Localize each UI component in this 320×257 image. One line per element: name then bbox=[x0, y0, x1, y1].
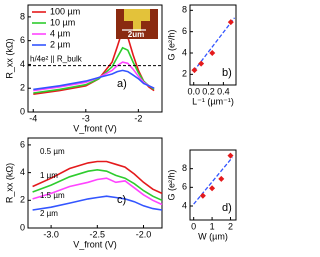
data-point bbox=[227, 19, 234, 26]
x-tick-label: -2.5 bbox=[90, 229, 106, 239]
x-tick-label: 0.4 bbox=[217, 86, 230, 96]
series-line bbox=[32, 177, 163, 206]
y-tick-label: 0 bbox=[20, 106, 25, 116]
panel-label: d) bbox=[222, 202, 232, 214]
y-tick-label: 8 bbox=[182, 5, 187, 15]
data-point bbox=[218, 175, 225, 182]
y-axis-label: G (e²/h) bbox=[166, 169, 176, 200]
data-point bbox=[209, 50, 216, 56]
y-axis-label: R_xx (kΩ) bbox=[4, 163, 14, 203]
series-label: 1.5 µm bbox=[40, 191, 65, 200]
x-tick-label: -3 bbox=[82, 113, 90, 123]
x-axis-label: V_front (V) bbox=[73, 123, 117, 133]
y-axis-label: R_xx (kΩ) bbox=[4, 38, 14, 78]
data-point bbox=[199, 192, 206, 199]
x-tick-label: 1 bbox=[210, 221, 215, 231]
x-axis-label: V_front (V) bbox=[73, 239, 117, 249]
x-axis-label: W (µm) bbox=[198, 231, 228, 241]
y-tick-label: 2 bbox=[20, 195, 25, 205]
panel-label: b) bbox=[222, 67, 232, 79]
inset-image: 2um bbox=[116, 9, 158, 39]
inset-label: 2um bbox=[128, 30, 144, 39]
series-line bbox=[32, 160, 163, 195]
figure: -4 -3 -2 0 2 4 6 8 V_front (V) R_xx (kΩ) 100 µm10 … bbox=[4, 4, 237, 249]
plot-frame bbox=[189, 149, 237, 221]
x-tick-label: -2 bbox=[134, 113, 142, 123]
series-label: 2 µm bbox=[40, 209, 58, 218]
y-tick-label: 6 bbox=[182, 182, 187, 192]
series-line bbox=[32, 195, 163, 211]
series-label: 0.5 µm bbox=[40, 147, 65, 156]
data-point bbox=[209, 185, 216, 192]
y-tick-label: 0 bbox=[20, 222, 25, 232]
x-tick-label: 0.2 bbox=[202, 86, 215, 96]
y-tick-label: 2 bbox=[182, 69, 187, 79]
x-tick-label: 0.0 bbox=[187, 86, 200, 96]
x-tick-label: -3.0 bbox=[43, 229, 59, 239]
panel-label: a) bbox=[117, 78, 127, 90]
y-tick-label: 8 bbox=[20, 11, 25, 21]
inset-device bbox=[133, 21, 141, 31]
series-label: 1 µm bbox=[40, 171, 58, 180]
y-tick-label: 2 bbox=[20, 83, 25, 93]
x-tick-label: -2.0 bbox=[136, 229, 152, 239]
legend-label: 4 µm bbox=[50, 28, 70, 38]
legend-label: 100 µm bbox=[50, 6, 80, 16]
y-axis-label: G (e²/h) bbox=[166, 29, 176, 60]
y-tick-label: 6 bbox=[20, 139, 25, 149]
x-tick-label: 0 bbox=[191, 221, 196, 231]
x-tick-label: -4 bbox=[29, 113, 37, 123]
reference-label: h/4e² || R_bulk bbox=[30, 55, 83, 64]
x-tick-label: 2 bbox=[228, 221, 233, 231]
legend-label: 2 µm bbox=[50, 39, 70, 49]
plot-frame bbox=[27, 4, 163, 113]
x-axis-label: L⁻¹ (µm⁻¹) bbox=[192, 96, 234, 106]
y-tick-label: 4 bbox=[182, 200, 187, 210]
series-line bbox=[32, 168, 163, 202]
y-tick-label: 4 bbox=[182, 47, 187, 57]
inset-device bbox=[124, 9, 150, 21]
legend-label: 10 µm bbox=[50, 17, 75, 27]
panel-label: c) bbox=[117, 194, 126, 206]
series-line bbox=[33, 69, 155, 91]
y-tick-label: 4 bbox=[20, 59, 25, 69]
y-tick-label: 4 bbox=[20, 167, 25, 177]
y-tick-label: 8 bbox=[182, 163, 187, 173]
fit-line bbox=[193, 17, 236, 72]
plot-frame bbox=[27, 137, 163, 229]
y-tick-label: 6 bbox=[20, 35, 25, 45]
data-point bbox=[227, 152, 234, 159]
data-point bbox=[198, 60, 205, 67]
plot-frame bbox=[189, 4, 237, 86]
y-tick-label: 6 bbox=[182, 26, 187, 36]
series-line bbox=[33, 61, 155, 92]
fit-line bbox=[193, 157, 233, 205]
data-point bbox=[191, 67, 198, 74]
